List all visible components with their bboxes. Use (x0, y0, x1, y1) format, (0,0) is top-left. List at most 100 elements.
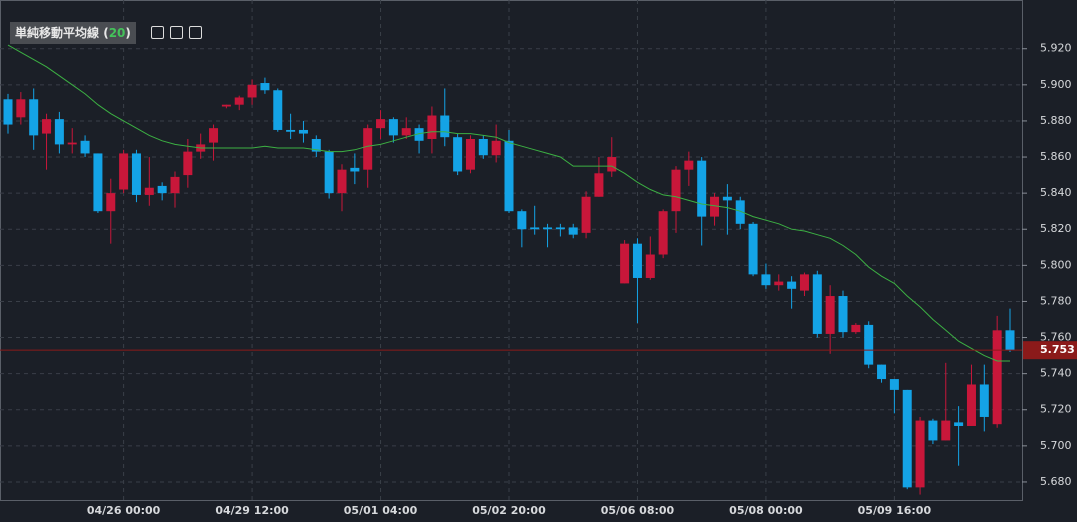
y-tick-label: 5.780 (1040, 294, 1072, 307)
candle-body (247, 84, 257, 98)
candle-body (504, 140, 514, 212)
last-price-label: 5.753 (1040, 343, 1075, 356)
candle-body (311, 138, 321, 152)
plot-frame (0, 0, 1023, 501)
candle-body (877, 364, 887, 380)
candle-body (838, 296, 848, 333)
candle-body (324, 151, 334, 194)
y-tick-label: 5.840 (1040, 186, 1072, 199)
candle-body (54, 119, 64, 145)
visibility-icon[interactable] (170, 26, 183, 39)
candle-body (761, 274, 771, 286)
candle-body (1005, 330, 1015, 351)
candle-body (607, 157, 617, 172)
candle-body (889, 379, 899, 390)
y-tick-label: 5.680 (1040, 475, 1072, 488)
candle-body (671, 169, 681, 212)
candle-body (697, 160, 707, 217)
candle-body (966, 384, 976, 426)
candle-body (401, 128, 411, 136)
candle-body (812, 274, 822, 334)
candle-body (119, 153, 129, 190)
candle-body (388, 119, 398, 136)
last-price-box (1023, 341, 1077, 360)
candle-body (517, 211, 527, 230)
candle-body (954, 422, 964, 426)
candle-body (594, 173, 604, 197)
candle-body (80, 140, 90, 154)
candle-body (568, 227, 578, 235)
candle-body (106, 193, 116, 212)
x-tick-label: 05/02 20:00 (472, 504, 546, 517)
candle-body (209, 128, 219, 143)
candle-body (774, 281, 784, 286)
candle-body (298, 129, 308, 134)
moving-average-line (7, 44, 1010, 362)
y-tick-label: 5.740 (1040, 367, 1072, 380)
close-icon[interactable] (189, 26, 202, 39)
candle-body (414, 128, 424, 141)
candle-body (787, 281, 797, 289)
candle-body (979, 384, 989, 417)
indicator-period: 20 (108, 26, 126, 40)
candle-body (530, 227, 540, 230)
candle-body (221, 104, 231, 107)
candle-body (555, 227, 565, 230)
candle-body (273, 90, 283, 130)
x-tick-label: 05/01 04:00 (344, 504, 418, 517)
candle-body (543, 227, 553, 230)
legend-icons (151, 26, 202, 39)
candle-body (453, 137, 463, 172)
y-tick-label: 5.900 (1040, 78, 1072, 91)
candle-body (376, 119, 386, 129)
candle-body (363, 128, 373, 170)
y-tick-label: 5.760 (1040, 331, 1072, 344)
candle-body (93, 153, 103, 212)
candle-body (645, 254, 655, 278)
candle-body (581, 196, 591, 233)
candle-body (131, 153, 141, 195)
candle-body (260, 83, 270, 91)
indicator-name: 単純移動平均線 (15, 26, 100, 40)
candle-body (350, 167, 360, 172)
settings-icon[interactable] (151, 26, 164, 39)
candle-body (29, 99, 39, 136)
candle-body (658, 211, 668, 255)
candle-body (915, 420, 925, 488)
candle-body (427, 115, 437, 139)
y-tick-label: 5.920 (1040, 42, 1072, 55)
candle-body (465, 138, 475, 170)
candle-body (748, 223, 758, 275)
candle-body (799, 274, 809, 291)
y-tick-label: 5.720 (1040, 403, 1072, 416)
candle-body (42, 119, 52, 134)
candle-body (620, 243, 630, 284)
candle-body (722, 196, 732, 201)
candle-body (735, 200, 745, 224)
candle-body (16, 99, 26, 118)
y-tick-label: 5.800 (1040, 258, 1072, 271)
x-tick-label: 05/08 00:00 (729, 504, 803, 517)
x-tick-label: 04/29 12:00 (215, 504, 289, 517)
candle-body (3, 99, 13, 125)
candle-body (864, 324, 874, 365)
candle-body (684, 160, 694, 170)
y-tick-label: 5.820 (1040, 222, 1072, 235)
legend: 単純移動平均線 20 (10, 22, 136, 44)
candle-body (992, 330, 1002, 425)
x-tick-label: 05/09 16:00 (858, 504, 932, 517)
candle-body (928, 420, 938, 441)
candle-body (478, 138, 488, 156)
candle-body (183, 151, 193, 176)
candle-body (491, 140, 501, 156)
candle-body (157, 185, 167, 194)
candle-body (144, 187, 154, 195)
x-tick-label: 04/26 00:00 (87, 504, 161, 517)
candle-body (234, 97, 244, 105)
candle-body (67, 142, 77, 145)
candle-body (337, 169, 347, 194)
candle-body (902, 389, 912, 488)
candle-body (941, 420, 951, 441)
